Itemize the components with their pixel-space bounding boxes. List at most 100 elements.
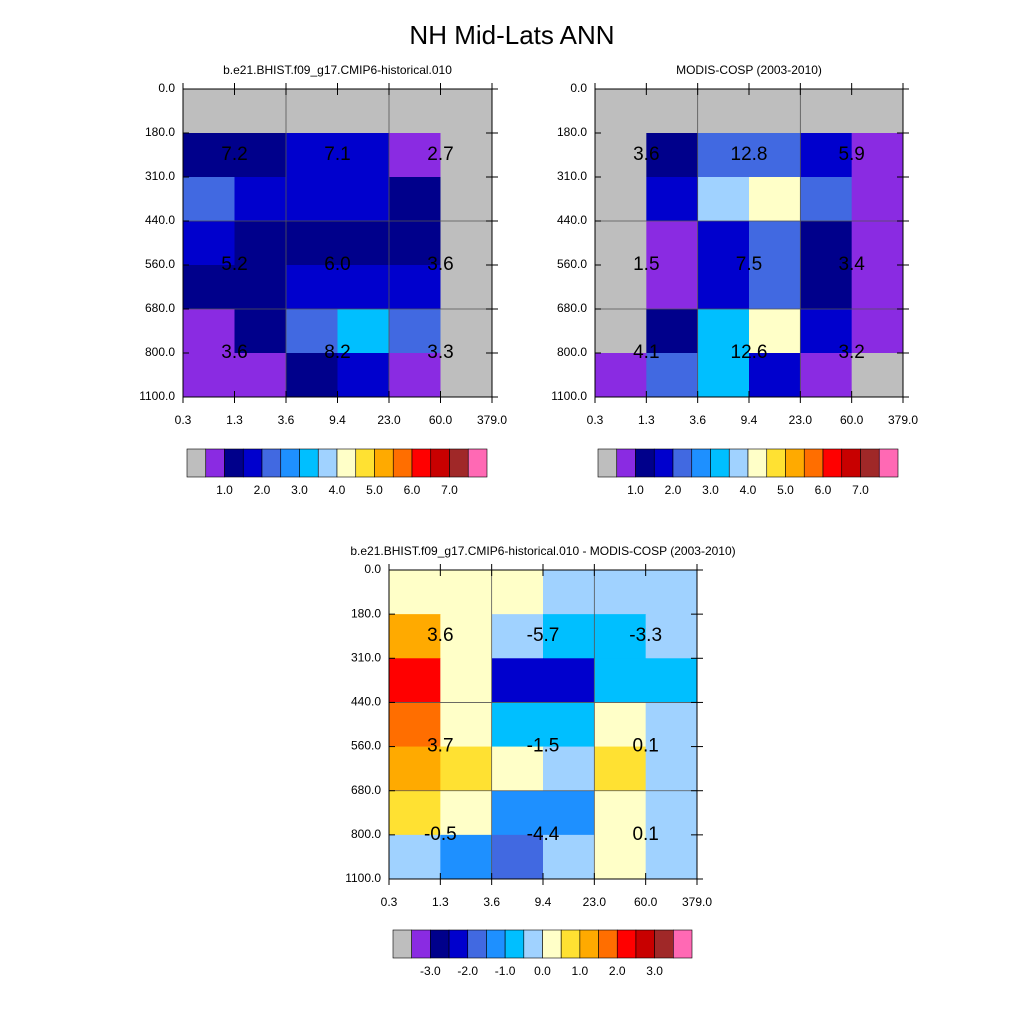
figure-title: NH Mid-Lats ANN <box>409 20 614 50</box>
colorbar-label: 1.0 <box>627 483 644 497</box>
cell <box>749 89 801 134</box>
colorbar-label: 1.0 <box>216 483 233 497</box>
colorbar-box <box>411 448 432 478</box>
cell-annotation: -0.5 <box>424 824 457 845</box>
cell <box>645 658 698 703</box>
y-tick-label: 0.0 <box>570 81 587 95</box>
cell <box>594 790 647 836</box>
cell <box>851 89 904 134</box>
cell <box>646 353 699 398</box>
x-tick-label: 3.6 <box>483 895 500 909</box>
x-tick-label: 379.0 <box>682 895 712 909</box>
colorbar-box <box>803 448 824 478</box>
colorbar-box <box>467 929 487 959</box>
cell <box>337 265 390 310</box>
x-tick-label: 60.0 <box>634 895 658 909</box>
cell-annotation: 12.6 <box>731 342 768 363</box>
y-tick-label: 440.0 <box>557 213 587 227</box>
colorbar-label: -1.0 <box>495 964 516 978</box>
colorbar-box <box>205 448 225 478</box>
cell <box>749 133 801 178</box>
cell-annotation: -4.4 <box>527 824 560 845</box>
panel-title: b.e21.BHIST.f09_g17.CMIP6-historical.010… <box>350 544 735 558</box>
cell <box>440 177 493 222</box>
y-tick-label: 800.0 <box>557 345 587 359</box>
cell <box>234 221 287 266</box>
cell <box>286 265 338 310</box>
colorbar-label: 4.0 <box>740 483 757 497</box>
colorbar-box <box>430 929 450 959</box>
colorbar-box <box>355 448 375 478</box>
colorbar-box <box>242 448 263 478</box>
cell <box>491 614 544 659</box>
x-tick-label: 0.3 <box>175 413 192 427</box>
cell <box>234 89 287 134</box>
cell <box>646 89 699 134</box>
cell <box>800 265 853 310</box>
y-tick-label: 800.0 <box>145 345 175 359</box>
colorbar-box <box>654 929 674 959</box>
colorbar-box <box>616 929 637 959</box>
cell <box>286 353 338 398</box>
x-tick-label: 3.6 <box>689 413 706 427</box>
cell <box>851 133 904 178</box>
cell <box>389 309 441 354</box>
cell <box>646 265 699 310</box>
cell <box>286 309 338 354</box>
x-tick-label: 60.0 <box>840 413 864 427</box>
y-tick-label: 680.0 <box>145 301 175 315</box>
x-tick-label: 23.0 <box>789 413 813 427</box>
cell <box>183 353 235 398</box>
cell <box>543 658 595 703</box>
cell <box>595 265 647 310</box>
cell <box>440 570 493 615</box>
cell-annotation: 7.5 <box>736 254 762 275</box>
cell <box>440 353 493 398</box>
cell <box>389 746 441 792</box>
cell <box>440 614 493 659</box>
cell-annotation: 8.2 <box>324 342 350 363</box>
cell-annotation: 4.1 <box>633 342 659 363</box>
cell <box>491 658 544 703</box>
colorbar-box <box>878 448 899 478</box>
colorbar-label: 7.0 <box>852 483 869 497</box>
y-tick-label: 310.0 <box>145 169 175 183</box>
colorbar-label: 3.0 <box>291 483 308 497</box>
cell <box>749 265 801 310</box>
cell <box>183 133 235 178</box>
y-tick-label: 1100.0 <box>139 389 175 403</box>
colorbar-box <box>579 929 599 959</box>
y-tick-label: 1100.0 <box>345 871 381 885</box>
cell <box>595 353 647 398</box>
colorbar-label: 2.0 <box>665 483 682 497</box>
cell <box>646 133 699 178</box>
cell-annotation: 3.2 <box>838 342 864 363</box>
colorbar-label: 0.0 <box>534 964 551 978</box>
cell <box>183 309 235 354</box>
cell-annotation: 12.8 <box>731 144 768 165</box>
colorbar-box <box>392 929 412 959</box>
colorbar-label: -3.0 <box>420 964 441 978</box>
cell <box>749 221 801 266</box>
colorbar-box <box>299 448 319 478</box>
colorbar-box <box>560 929 581 959</box>
cell <box>389 89 441 134</box>
cell <box>595 309 647 354</box>
colorbar-box <box>486 929 506 959</box>
colorbar-label: 3.0 <box>702 483 719 497</box>
x-tick-label: 23.0 <box>583 895 607 909</box>
cell <box>543 614 595 659</box>
cell <box>646 221 699 266</box>
colorbar-box <box>523 929 543 959</box>
colorbar-box <box>653 448 674 478</box>
cell <box>440 790 493 836</box>
cell <box>594 702 647 748</box>
cell-annotation: 3.4 <box>838 254 865 275</box>
cell <box>491 790 544 836</box>
cell <box>800 177 853 222</box>
y-tick-label: 0.0 <box>364 562 381 576</box>
cell <box>645 614 698 659</box>
cell <box>645 746 698 792</box>
cell <box>697 221 750 266</box>
